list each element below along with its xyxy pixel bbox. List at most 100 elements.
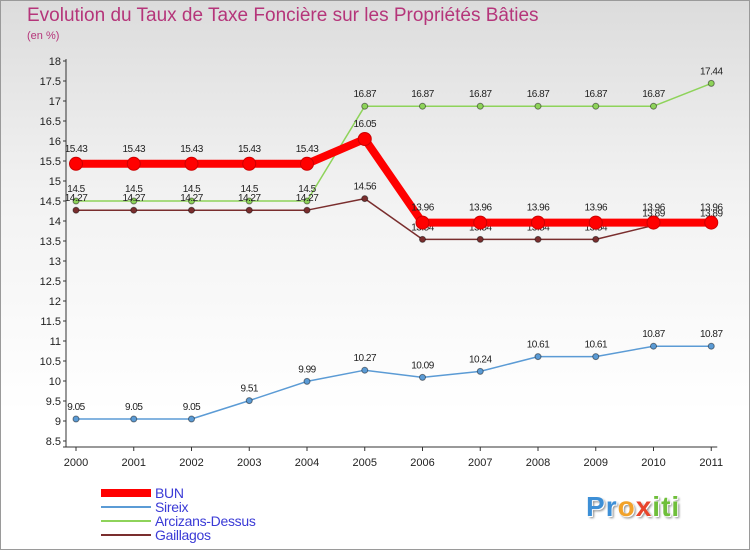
data-label: 9.05 — [67, 402, 85, 413]
legend-label-sireix: Sireix — [155, 499, 189, 515]
data-label: 10.61 — [584, 340, 607, 351]
data-point — [473, 215, 488, 230]
data-point — [245, 197, 253, 205]
data-label: 10.09 — [411, 360, 434, 371]
data-point — [300, 156, 314, 171]
data-label: 10.87 — [700, 329, 723, 340]
series-line-sireix — [76, 345, 712, 420]
data-label: 16.05 — [353, 119, 376, 130]
data-label: 15.43 — [296, 144, 319, 155]
x-tick-label: 2002 — [179, 457, 203, 469]
data-point — [419, 373, 426, 381]
data-point — [245, 397, 253, 405]
y-tick-label: 17 — [49, 96, 61, 108]
data-point — [650, 102, 657, 110]
data-label: 15.43 — [238, 144, 261, 155]
x-tick-label: 2006 — [410, 457, 434, 469]
x-tick-label: 2005 — [353, 457, 377, 469]
data-point — [534, 102, 542, 110]
data-point — [130, 415, 138, 423]
data-point — [303, 377, 311, 385]
data-point — [707, 342, 715, 350]
data-label: 14.5 — [67, 184, 85, 195]
data-point — [303, 206, 311, 214]
data-point — [188, 415, 195, 423]
data-label: 14.27 — [238, 193, 261, 204]
y-tick-label: 9 — [55, 416, 61, 428]
data-point — [646, 215, 661, 230]
y-tick-label: 15.5 — [40, 156, 61, 168]
data-label: 16.87 — [584, 89, 607, 100]
data-point — [242, 156, 257, 171]
data-label: 9.05 — [183, 402, 201, 413]
data-point — [534, 353, 542, 361]
data-point — [130, 206, 138, 214]
data-label: 10.27 — [353, 353, 376, 364]
data-label: 13.96 — [700, 203, 723, 214]
series-line-gaillagos — [76, 197, 712, 241]
data-label: 13.96 — [527, 203, 550, 214]
data-point — [476, 235, 484, 243]
data-label: 14.5 — [183, 184, 201, 195]
series-line-arcizans-dessus — [76, 82, 712, 202]
data-label: 15.43 — [65, 144, 88, 155]
data-point — [592, 235, 600, 243]
data-point — [357, 132, 372, 146]
data-point — [419, 235, 426, 243]
data-label: 13.96 — [469, 203, 492, 214]
logo-letter: o — [617, 491, 636, 522]
data-point — [531, 215, 545, 230]
data-point — [72, 415, 80, 423]
data-point — [361, 366, 369, 374]
x-tick-label: 2010 — [641, 457, 665, 469]
legend-label-arcizans-dessus: Arcizans-Dessus — [155, 513, 256, 529]
data-point — [72, 197, 80, 205]
data-label: 16.87 — [527, 89, 550, 100]
y-tick-label: 17.5 — [40, 76, 61, 88]
data-point — [476, 367, 484, 375]
data-label: 14.5 — [125, 184, 143, 195]
proxiti-logo: Proxiti — [586, 491, 680, 523]
data-point — [245, 206, 253, 214]
data-point — [188, 197, 195, 205]
logo-letter: t — [661, 491, 672, 522]
logo-letter: P — [586, 491, 606, 522]
data-label: 14.5 — [241, 184, 259, 195]
legend-label-gaillagos: Gaillagos — [155, 527, 211, 543]
data-label: 14.27 — [122, 193, 145, 204]
y-tick-label: 12 — [49, 296, 61, 308]
legend-swatch-arcizans-dessus — [101, 520, 151, 522]
y-tick-label: 15 — [49, 176, 61, 188]
logo-letter: x — [635, 491, 653, 522]
y-tick-label: 10.5 — [40, 356, 61, 368]
data-label: 9.51 — [241, 384, 259, 395]
y-tick-label: 16.5 — [40, 116, 61, 128]
data-point — [361, 102, 369, 110]
data-label: 14.56 — [353, 182, 376, 193]
data-label: 14.5 — [298, 184, 316, 195]
y-tick-label: 18 — [49, 56, 61, 68]
data-point — [704, 215, 719, 230]
data-point — [650, 342, 657, 350]
y-tick-label: 14 — [49, 216, 61, 228]
data-label: 17.44 — [700, 66, 723, 77]
data-point — [588, 215, 603, 230]
data-point — [707, 79, 715, 87]
data-label: 10.24 — [469, 354, 492, 365]
x-tick-label: 2007 — [468, 457, 492, 469]
data-point — [476, 102, 484, 110]
data-point — [592, 353, 600, 361]
y-tick-label: 9.5 — [46, 396, 61, 408]
y-tick-label: 16 — [49, 136, 61, 148]
data-label: 16.87 — [411, 89, 434, 100]
data-point — [534, 235, 542, 243]
data-point — [361, 195, 369, 203]
data-label: 16.87 — [469, 89, 492, 100]
data-label: 13.96 — [584, 203, 607, 214]
data-label: 14.27 — [65, 193, 88, 204]
data-label: 9.05 — [125, 402, 143, 413]
x-tick-label: 2011 — [699, 457, 723, 469]
logo-letter: i — [652, 491, 662, 522]
